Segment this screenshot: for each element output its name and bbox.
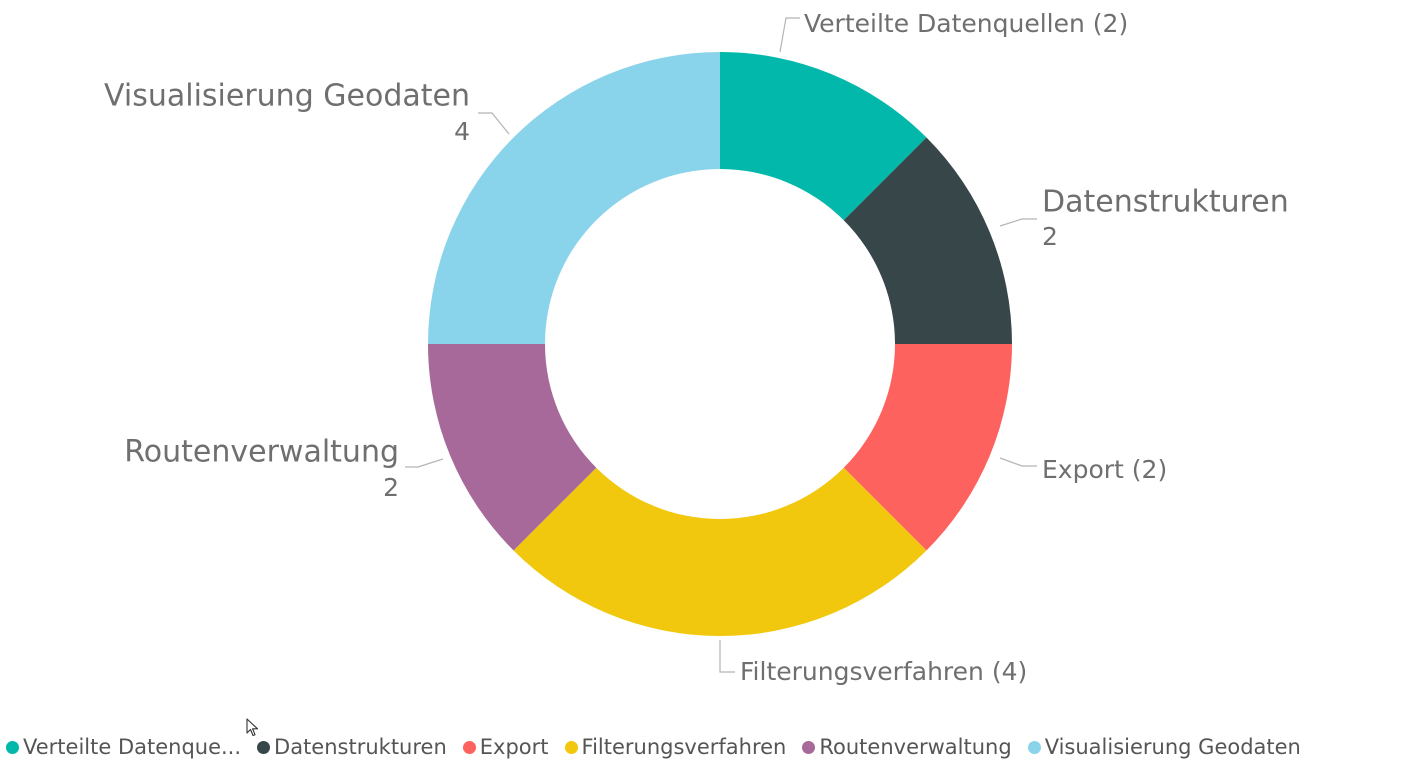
legend-label: Filterungsverfahren xyxy=(581,735,787,759)
data-label-export: Export (2) xyxy=(1042,455,1167,484)
slice-filterungsverfahren[interactable] xyxy=(513,467,927,636)
data-label-visualisierung-geodaten: Visualisierung Geodaten xyxy=(104,79,470,114)
legend-item-datenstrukturen[interactable]: Datenstrukturen xyxy=(257,735,447,759)
leader-line-routenverwaltung xyxy=(405,458,444,468)
legend-dot-icon xyxy=(257,740,271,754)
legend-item-verteilte-datenquellen[interactable]: Verteilte Datenque... xyxy=(6,735,241,759)
slice-routenverwaltung[interactable] xyxy=(428,344,597,551)
leader-line-verteilte-datenquellen xyxy=(779,17,800,53)
legend-label: Export xyxy=(479,735,549,759)
data-value-visualisierung-geodaten: 4 xyxy=(454,117,470,146)
mouse-cursor-icon xyxy=(246,718,259,737)
legend-item-export[interactable]: Export xyxy=(462,735,549,759)
data-label-datenstrukturen: Datenstrukturen xyxy=(1042,185,1289,220)
data-label-routenverwaltung: Routenverwaltung xyxy=(124,435,399,470)
data-label-filterungsverfahren: Filterungsverfahren (4) xyxy=(740,657,1027,686)
legend-dot-icon xyxy=(6,740,19,754)
legend-label: Verteilte Datenque... xyxy=(23,735,242,759)
leader-line-filterungsverfahren xyxy=(719,640,735,673)
legend-dot-icon xyxy=(564,740,578,754)
legend-item-routenverwaltung[interactable]: Routenverwaltung xyxy=(802,735,1012,759)
legend-dot-icon xyxy=(802,740,816,754)
data-labels: Verteilte Datenquellen (2) Datenstrukture… xyxy=(104,9,1289,686)
legend: Verteilte Datenque... Datenstrukturen Expo… xyxy=(6,733,1317,761)
legend-label: Datenstrukturen xyxy=(274,735,447,759)
slice-visualisierung-geodaten[interactable] xyxy=(428,52,720,344)
data-value-routenverwaltung: 2 xyxy=(383,473,399,502)
slice-verteilte-datenquellen[interactable] xyxy=(720,52,927,221)
legend-label: Routenverwaltung xyxy=(819,735,1012,759)
data-label-verteilte-datenquellen: Verteilte Datenquellen (2) xyxy=(804,9,1128,38)
leader-line-export xyxy=(999,457,1037,467)
slice-export[interactable] xyxy=(843,344,1012,551)
donut-slices xyxy=(428,52,1012,636)
legend-label: Visualisierung Geodaten xyxy=(1044,735,1301,759)
leader-line-datenstrukturen xyxy=(999,218,1037,227)
legend-item-filterungsverfahren[interactable]: Filterungsverfahren xyxy=(564,735,787,759)
leader-lines xyxy=(405,17,1037,673)
legend-item-visualisierung-geodaten[interactable]: Visualisierung Geodaten xyxy=(1027,735,1301,759)
slice-datenstrukturen[interactable] xyxy=(843,137,1012,344)
data-value-datenstrukturen: 2 xyxy=(1042,222,1058,251)
leader-line-visualisierung-geodaten xyxy=(478,112,510,135)
legend-dot-icon xyxy=(1027,740,1041,754)
legend-dot-icon xyxy=(462,740,476,754)
